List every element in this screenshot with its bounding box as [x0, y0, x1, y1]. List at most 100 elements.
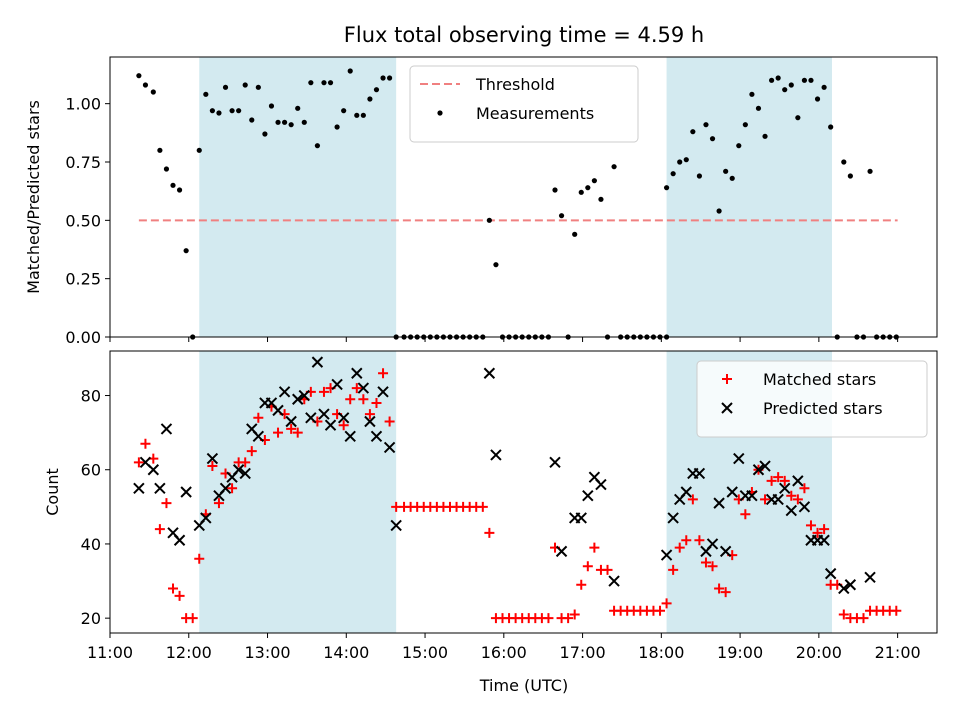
x-tick-label: 15:00	[402, 643, 448, 662]
matched-star-point	[351, 383, 362, 394]
predicted-star-point	[133, 482, 145, 494]
measurement-point	[380, 75, 386, 81]
legend: Threshold Measurements	[409, 65, 639, 143]
predicted-star-point	[844, 579, 857, 591]
predicted-star-point	[298, 389, 310, 402]
matched-star-point	[240, 457, 251, 468]
y-axis-label: Matched/Predicted stars	[24, 100, 43, 294]
predicted-star-point	[785, 504, 797, 517]
matched-star-point	[477, 501, 488, 512]
measurement-point	[170, 182, 176, 188]
y-tick-label: 80	[81, 387, 101, 406]
predicted-star-point	[746, 490, 758, 502]
measurement-point	[847, 173, 853, 179]
predicted-star-point	[200, 512, 212, 524]
legend-box	[409, 65, 639, 143]
predicted-star-point	[364, 415, 376, 428]
matched-star-point	[384, 416, 395, 427]
predicted-star-point	[792, 475, 804, 487]
measurement-point	[716, 208, 722, 214]
measurement-point	[867, 168, 873, 174]
predicted-star-point	[206, 452, 219, 465]
matched-star-point	[674, 542, 685, 553]
matched-star-point	[602, 564, 613, 575]
y-axis-label: Count	[43, 468, 62, 516]
legend-predicted-swatch	[721, 402, 733, 414]
matched-star-point	[563, 613, 574, 624]
matched-star-point	[371, 397, 382, 408]
matched-star-point	[338, 420, 349, 431]
matched-star-point	[543, 613, 554, 624]
measurement-point	[801, 77, 808, 83]
predicted-star-point	[549, 456, 561, 469]
measurement-point	[828, 124, 834, 130]
measurement-point	[795, 115, 801, 121]
matched-star-point	[819, 524, 830, 535]
measurement-point	[591, 178, 597, 184]
matched-star-point	[805, 520, 816, 531]
measurement-point	[314, 143, 321, 149]
measurement-point	[755, 105, 762, 111]
predicted-star-point	[331, 378, 343, 391]
matched-star-point	[661, 598, 672, 609]
measurement-point	[493, 262, 499, 268]
matched-star-point	[154, 524, 165, 535]
measurement-point	[572, 231, 578, 237]
matched-star-point	[161, 498, 172, 509]
predicted-star-point	[232, 464, 245, 476]
measurement-point	[663, 185, 670, 191]
x-tick-label: 11:00	[87, 643, 133, 662]
measurement-point	[552, 187, 558, 193]
measurement-point	[216, 110, 222, 116]
predicted-star-point	[147, 464, 160, 476]
measurement-point	[775, 75, 781, 81]
measurement-point	[670, 171, 676, 177]
matched-star-point	[246, 446, 257, 457]
measurement-point	[327, 80, 334, 86]
measurement-point	[677, 159, 683, 165]
measurement-point	[268, 103, 275, 109]
predicted-star-point	[324, 419, 337, 431]
matched-star-point	[687, 494, 698, 505]
legend-matched-swatch	[722, 374, 732, 384]
matched-star-point	[140, 438, 151, 449]
x-tick-label: 17:00	[560, 643, 606, 662]
matched-star-point	[655, 605, 666, 616]
measurement-point	[262, 131, 268, 137]
matched-star-point	[760, 494, 771, 505]
x-axis-label: Time (UTC)	[479, 676, 568, 695]
predicted-star-point	[575, 512, 587, 524]
matched-star-point	[168, 583, 179, 594]
matched-star-point	[345, 394, 356, 405]
measurement-point	[203, 91, 209, 97]
predicted-star-point	[490, 449, 502, 461]
matched-star-point	[812, 527, 823, 538]
predicted-star-point	[344, 430, 356, 443]
matched-star-point	[133, 457, 144, 468]
predicted-star-point	[667, 512, 679, 524]
matched-star-point	[707, 561, 718, 572]
measurement-point	[814, 96, 821, 102]
matched-star-point	[358, 394, 369, 405]
measurement-point	[354, 112, 360, 118]
predicted-star-point	[779, 482, 791, 494]
predicted-star-point	[660, 549, 673, 561]
x-tick-label: 19:00	[717, 643, 763, 662]
measurement-point	[723, 168, 729, 174]
predicted-star-point	[311, 356, 324, 368]
legend-label: Measurements	[476, 104, 594, 123]
y-tick-label: 0.00	[65, 328, 101, 347]
measurement-point	[295, 105, 301, 111]
predicted-star-point	[278, 386, 291, 398]
matched-star-point	[714, 583, 725, 594]
predicted-star-point	[733, 452, 745, 465]
predicted-star-point	[759, 460, 771, 472]
y-tick-label: 1.00	[65, 95, 101, 114]
matched-star-point	[858, 613, 869, 624]
matched-star-point	[318, 386, 329, 397]
measurement-point	[709, 136, 716, 142]
predicted-star-point	[483, 367, 496, 379]
x-tick-label: 21:00	[875, 643, 921, 662]
measurement-point	[736, 143, 742, 149]
measurement-point	[236, 108, 242, 114]
